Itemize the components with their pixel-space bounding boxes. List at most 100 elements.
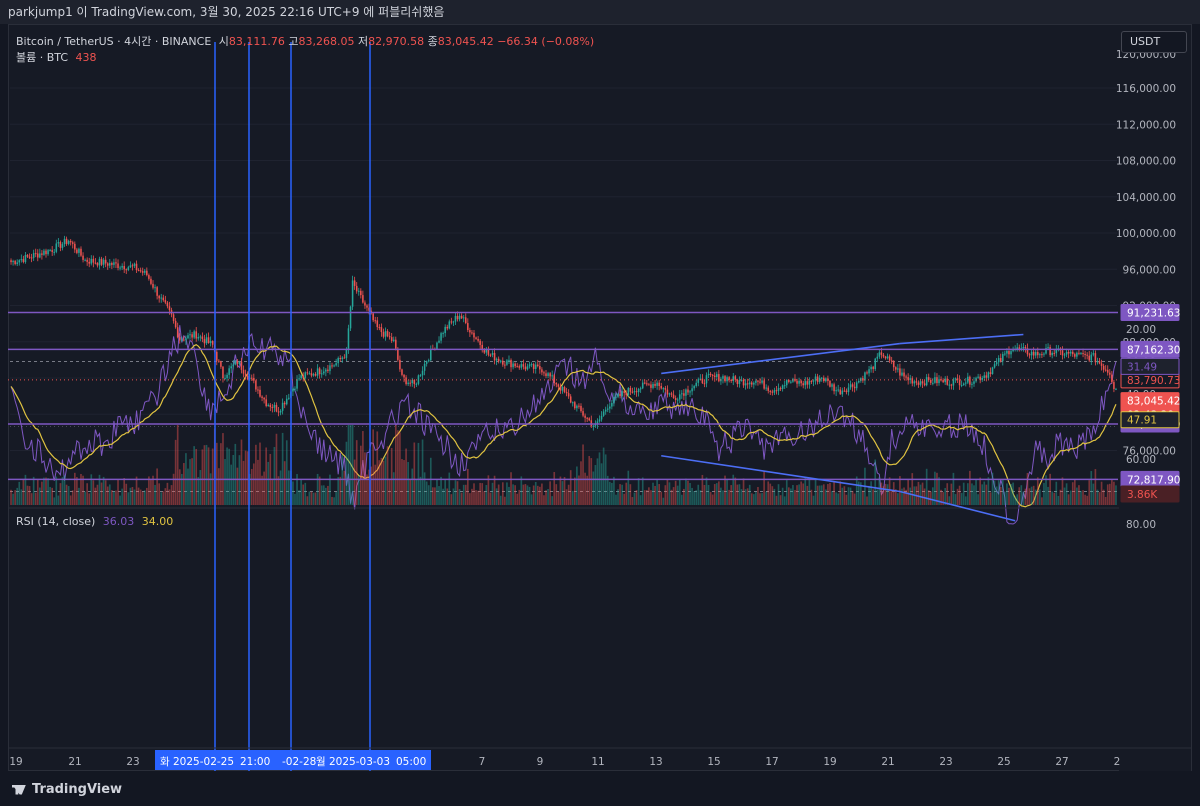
volume-bar: [427, 485, 430, 505]
volume-bar: [438, 486, 440, 505]
volume-bar: [520, 476, 523, 505]
candle-body: [497, 358, 500, 362]
symbol-title[interactable]: Bitcoin / TetherUS · 4시간 · BINANCE: [16, 35, 212, 48]
candle-body: [69, 240, 72, 243]
volume-bar: [1001, 479, 1004, 505]
candle-body: [253, 378, 255, 381]
volume-bar: [80, 473, 82, 505]
candle-body: [181, 339, 183, 341]
candle-body: [510, 359, 512, 368]
volume-bar: [1039, 489, 1041, 505]
volume-bar: [755, 492, 757, 505]
candle-body: [376, 320, 379, 328]
rsi-label[interactable]: RSI (14, close): [16, 515, 96, 528]
volume-bar: [279, 470, 282, 505]
volume-bar: [285, 440, 288, 505]
candle-body: [520, 364, 523, 368]
candle-body: [57, 242, 60, 244]
volume-bar: [547, 489, 549, 505]
candle-body: [806, 381, 809, 385]
volume-bar: [862, 490, 864, 505]
candle-body: [971, 383, 973, 385]
candle-body: [471, 332, 473, 334]
volume-legend: 볼륨 · BTC 438: [16, 49, 97, 65]
volume-bar: [156, 468, 158, 505]
candle-body: [191, 334, 193, 338]
volume-bar: [234, 443, 237, 505]
volume-bar: [1045, 475, 1047, 505]
candle-body: [160, 297, 163, 299]
candle-body: [306, 372, 309, 374]
candle-body: [32, 253, 35, 258]
rsi-tag-text: 31.49: [1127, 361, 1157, 373]
volume-label[interactable]: 볼륨 · BTC: [16, 51, 69, 64]
time-highlight-text: 21:00: [240, 756, 270, 768]
volume-bar: [351, 425, 354, 505]
rsi-axis-tick: 20.00: [1126, 324, 1156, 336]
candle-body: [1026, 348, 1029, 355]
currency-button[interactable]: USDT: [1121, 31, 1187, 53]
candle-body: [901, 372, 903, 376]
volume-bar: [339, 476, 342, 505]
candle-body: [1106, 369, 1109, 373]
volume-bar: [1032, 485, 1035, 505]
candle-body: [977, 376, 979, 378]
change-value: −66.34 (−0.08%): [497, 35, 595, 48]
price-axis-tick: 112,000.00: [1116, 119, 1176, 131]
volume-bar: [701, 474, 704, 505]
volume-bar: [401, 459, 403, 505]
candle-body: [524, 366, 527, 370]
candle-body: [174, 320, 177, 328]
candle-body: [794, 378, 796, 381]
candle-body: [395, 339, 397, 349]
candle-body: [26, 254, 29, 257]
volume-bar: [106, 486, 109, 505]
volume-bar: [668, 482, 671, 505]
candle-body: [102, 259, 105, 265]
candle-body: [129, 265, 132, 268]
volume-bar: [390, 447, 393, 505]
volume-bar: [802, 483, 805, 505]
volume-bar: [195, 448, 198, 505]
volume-bar: [183, 463, 185, 505]
candle-body: [654, 383, 656, 386]
volume-bar: [372, 429, 374, 505]
volume-bar: [218, 468, 220, 505]
candle-body: [446, 326, 449, 329]
candle-body: [355, 285, 358, 292]
candle-body: [958, 380, 961, 386]
candle-body: [829, 380, 831, 387]
candle-body: [111, 262, 113, 265]
volume-bar: [777, 484, 780, 505]
candle-body: [736, 379, 739, 384]
candle-body: [833, 384, 835, 392]
volume-bar: [1094, 469, 1097, 505]
tradingview-logo[interactable]: TradingView: [12, 782, 122, 797]
candle-body: [678, 394, 681, 400]
level-price-tag: 91,231.63: [1120, 303, 1180, 321]
candle-body: [489, 354, 492, 356]
candle-body: [561, 386, 564, 391]
candle-body: [205, 337, 208, 344]
candle-body: [541, 369, 543, 373]
volume-bar: [602, 447, 605, 505]
candle-body: [576, 405, 578, 409]
volume-bar: [172, 473, 175, 505]
candle-body: [1076, 352, 1078, 357]
candle-body: [934, 377, 936, 383]
candle-body: [333, 365, 335, 367]
price-axis-tick: 76,000.00: [1123, 446, 1176, 458]
volume-bar: [514, 485, 516, 505]
time-axis-tick: 21: [881, 756, 894, 768]
volume-bar: [1106, 484, 1109, 505]
candle-body: [312, 374, 315, 376]
volume-bar: [672, 487, 675, 505]
price-axis-tick: 108,000.00: [1116, 156, 1176, 168]
volume-bar: [742, 478, 745, 505]
time-axis-tick: 11: [591, 756, 604, 768]
volume-bar: [429, 457, 432, 505]
candle-body: [16, 262, 18, 265]
candle-body: [534, 364, 537, 369]
candle-body: [388, 336, 391, 338]
